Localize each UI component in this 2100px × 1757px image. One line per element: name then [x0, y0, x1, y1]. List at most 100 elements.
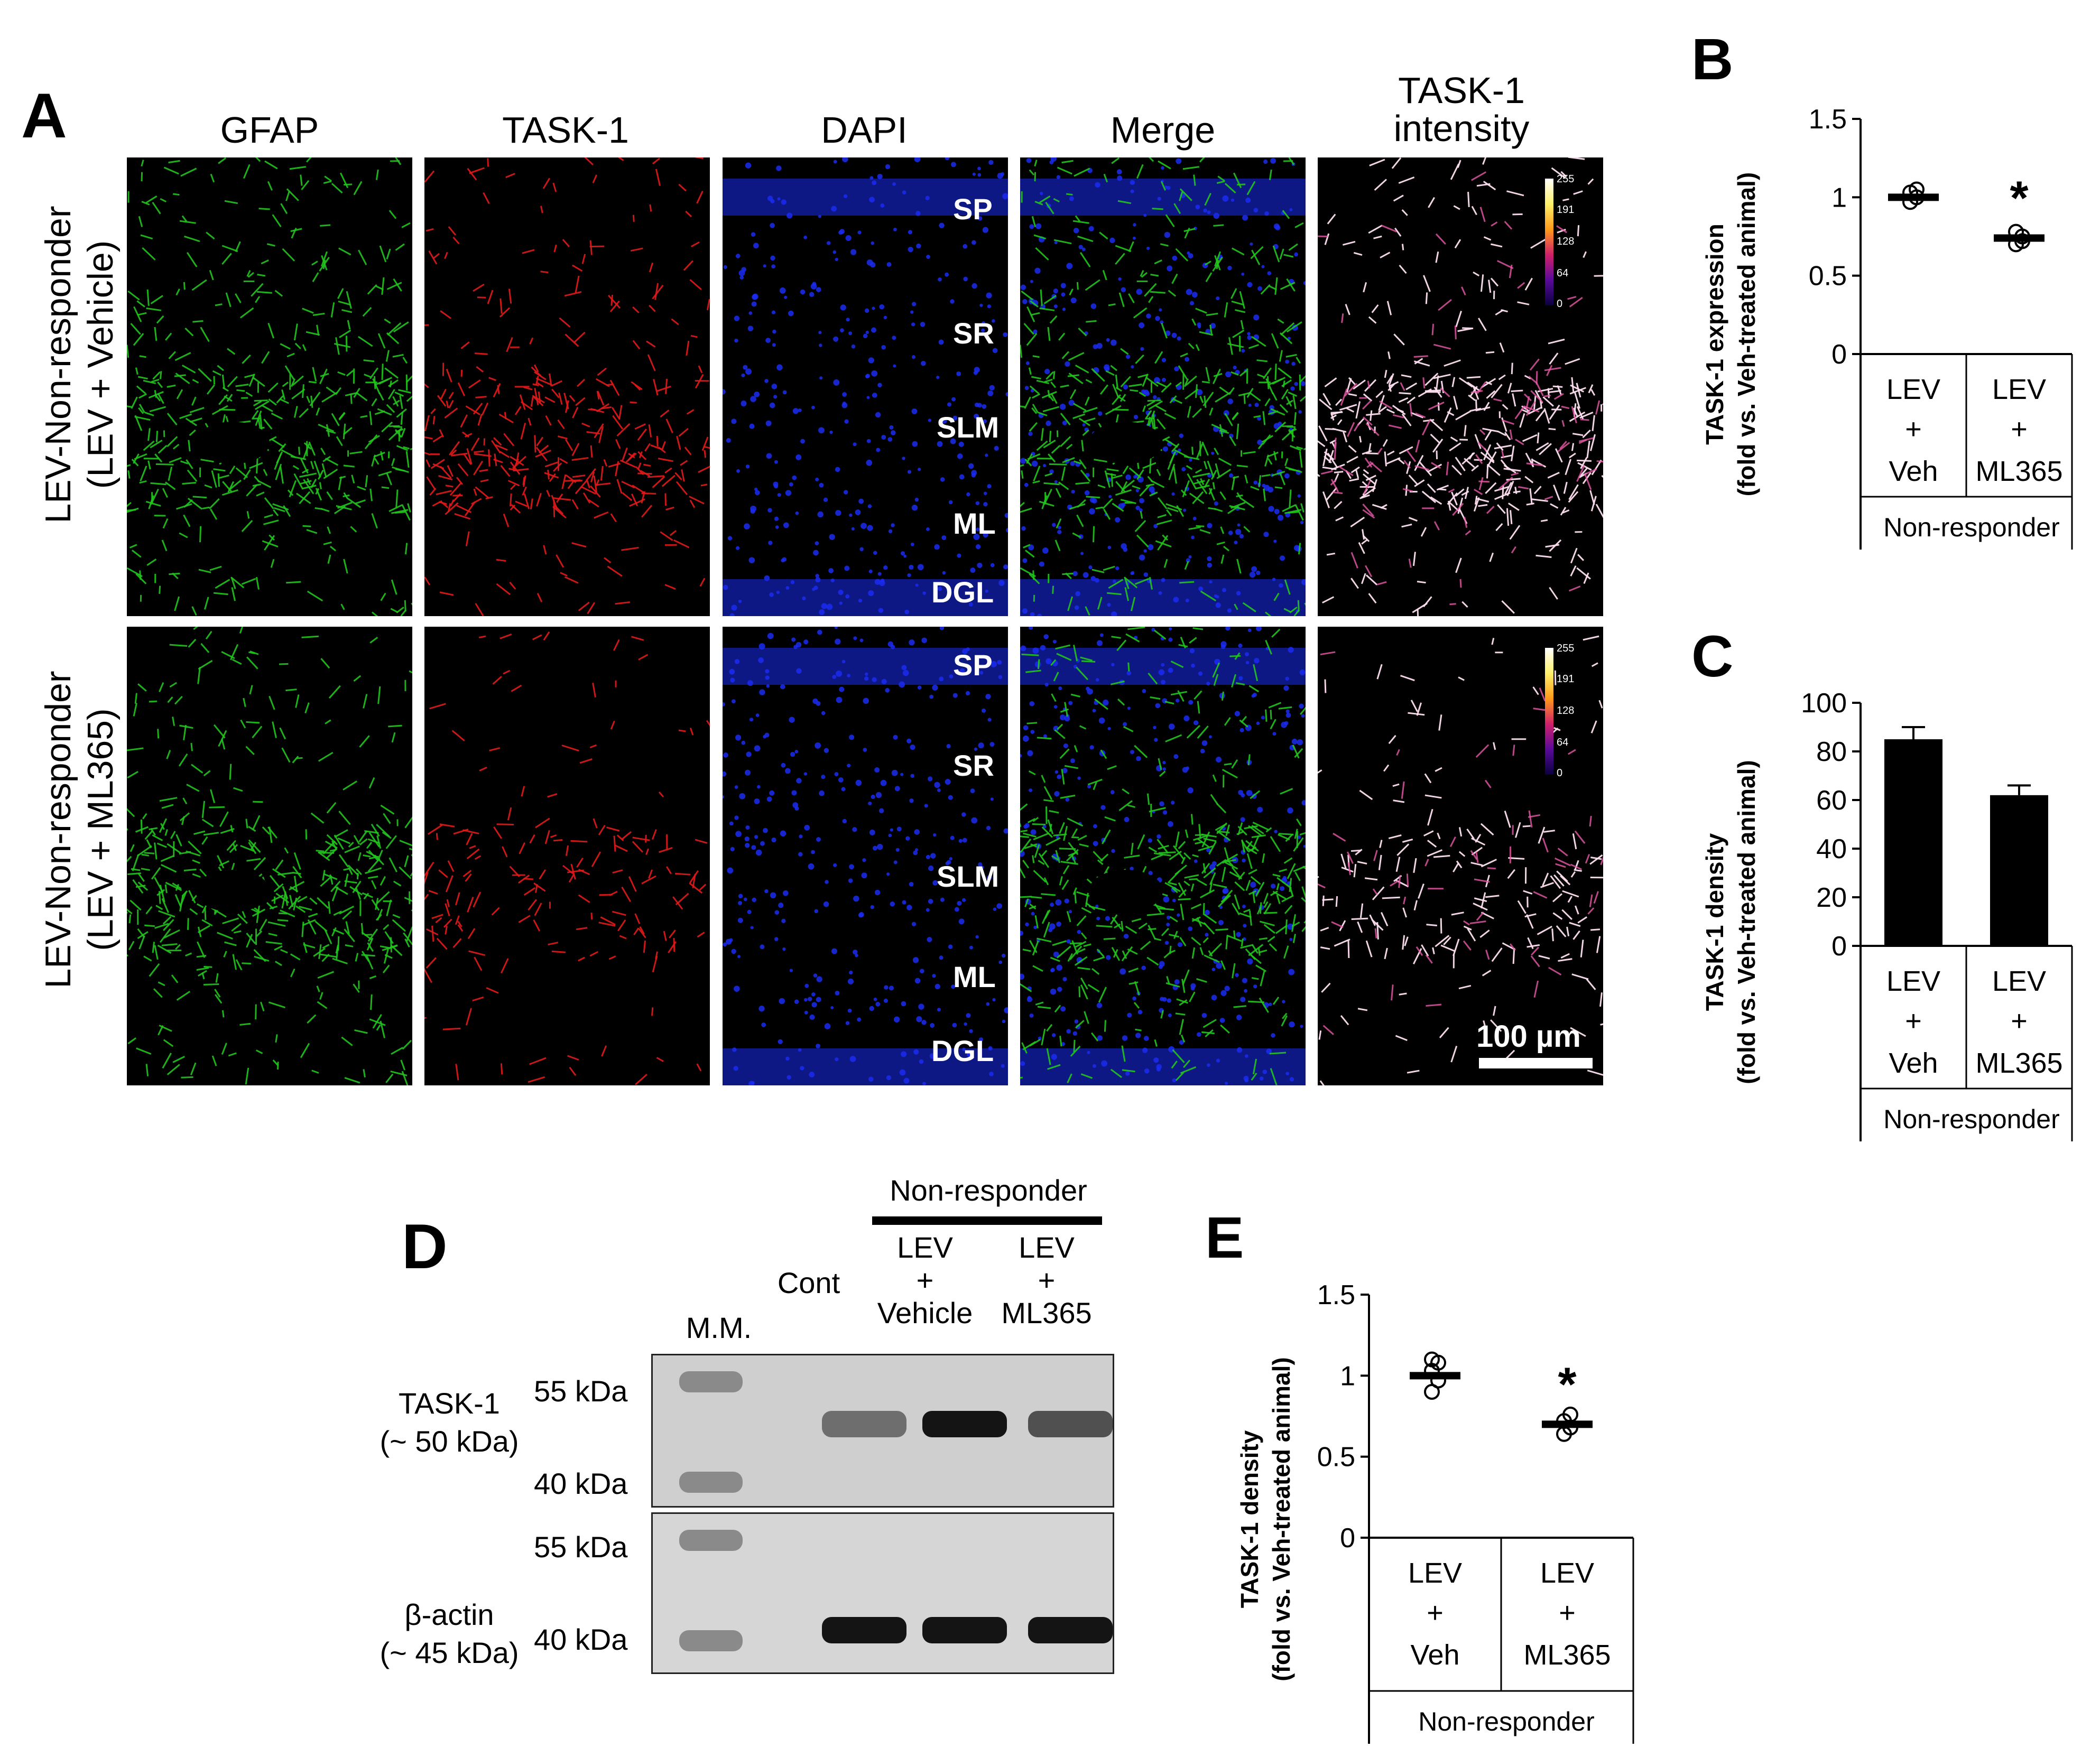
nucleus	[772, 330, 776, 334]
cell-process	[1085, 397, 1089, 405]
cell-process	[1414, 858, 1416, 873]
cell-process	[580, 759, 592, 763]
nucleus	[858, 599, 862, 602]
nucleus	[1263, 160, 1268, 164]
cell-process	[479, 636, 486, 637]
nucleus	[738, 901, 742, 905]
nucleus	[1233, 366, 1236, 369]
y-axis-label: TASK-1 density(fold vs. Veh-treated anim…	[1236, 1357, 1295, 1681]
nucleus	[974, 367, 980, 373]
cell-process	[1280, 350, 1282, 362]
nucleus	[928, 866, 933, 871]
cell-process	[338, 289, 343, 299]
nucleus	[893, 735, 898, 740]
cell-process	[1403, 908, 1407, 917]
cell-process	[1063, 866, 1069, 874]
nucleus	[1048, 928, 1052, 932]
cell-process	[1044, 379, 1052, 382]
nucleus	[1303, 281, 1306, 285]
nucleus	[1044, 369, 1050, 374]
group-label: Non-responder	[1883, 1104, 2060, 1134]
cell-process	[1020, 804, 1027, 813]
cell-process	[1499, 375, 1505, 379]
cell-process	[1191, 814, 1192, 824]
cell-process	[339, 811, 350, 824]
cell-process	[701, 485, 707, 486]
nucleus	[835, 1057, 838, 1061]
cell-process	[384, 319, 390, 323]
cell-process	[631, 248, 643, 251]
cell-process	[705, 450, 706, 458]
cell-process	[328, 527, 330, 534]
nucleus	[966, 492, 970, 496]
cell-process	[1070, 289, 1073, 295]
cell-process	[358, 852, 360, 861]
cell-process	[1032, 824, 1046, 825]
nucleus	[1198, 672, 1202, 676]
cell-process	[393, 915, 400, 917]
nucleus	[901, 665, 906, 670]
nucleus	[1284, 721, 1289, 726]
cell-process	[1348, 394, 1357, 396]
nucleus	[1108, 495, 1112, 498]
cell-process	[1448, 489, 1454, 492]
cell-process	[192, 607, 197, 616]
cell-process	[665, 468, 672, 473]
nucleus	[1124, 934, 1129, 939]
nucleus	[1043, 464, 1046, 467]
nucleus	[1104, 364, 1109, 370]
nucleus	[1235, 529, 1241, 535]
cell-process	[1056, 540, 1060, 551]
cell-process	[1423, 377, 1424, 388]
nucleus	[863, 748, 867, 752]
nucleus	[759, 689, 765, 695]
cell-process	[1134, 1002, 1139, 1008]
cell-process	[1472, 172, 1486, 181]
cell-process	[1020, 814, 1021, 826]
cell-process	[1356, 470, 1358, 478]
nucleus	[834, 772, 838, 776]
nucleus	[866, 460, 872, 466]
nucleus	[1142, 689, 1146, 693]
nucleus	[835, 991, 839, 996]
cell-process	[1179, 582, 1194, 583]
nucleus	[745, 843, 750, 848]
cell-process	[1433, 856, 1450, 857]
cell-process	[502, 847, 507, 857]
cell-process	[242, 579, 255, 584]
scale-bar-label: 100 µm	[1476, 1019, 1581, 1054]
layer-label-ml: ML	[953, 960, 996, 994]
cell-process	[217, 366, 224, 370]
cell-process	[1506, 191, 1524, 196]
cell-process	[1035, 160, 1037, 166]
nucleus	[1030, 730, 1034, 734]
cell-process	[173, 1056, 184, 1062]
nucleus	[1068, 701, 1072, 705]
cell-process	[1460, 579, 1461, 588]
nucleus	[942, 571, 946, 574]
cell-process	[184, 236, 200, 241]
cell-process	[169, 573, 180, 574]
cell-process	[1392, 984, 1393, 1000]
cell-process	[649, 305, 655, 312]
nucleus	[732, 1047, 736, 1052]
nucleus	[775, 525, 779, 529]
nucleus	[800, 439, 805, 444]
nucleus	[804, 825, 810, 831]
cell-process	[1278, 319, 1283, 323]
cell-process	[1050, 957, 1060, 961]
cell-process	[639, 655, 648, 660]
nucleus	[1153, 1057, 1159, 1063]
nucleus	[918, 1003, 924, 1009]
cell-process	[1130, 390, 1138, 391]
nucleus	[1100, 805, 1105, 810]
nucleus	[872, 677, 876, 682]
micrograph-merge-ml365	[1020, 627, 1306, 1085]
nucleus	[723, 771, 726, 777]
cell-process	[1092, 570, 1104, 572]
nucleus	[816, 287, 821, 292]
row-label-vehicle: LEV-Non-responder (LEV + Vehicle)	[37, 132, 122, 597]
nucleus	[1236, 591, 1241, 596]
cell-process	[335, 830, 348, 837]
cell-process	[524, 888, 535, 895]
